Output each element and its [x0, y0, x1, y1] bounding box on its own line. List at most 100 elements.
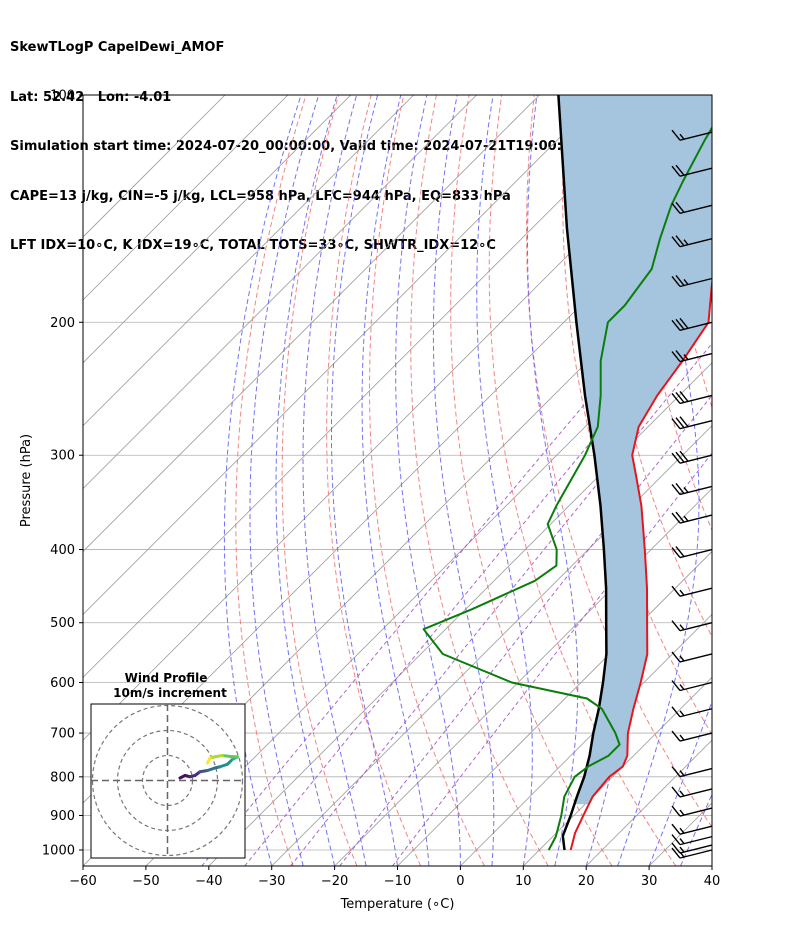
x-axis-label: Temperature (∘C) [340, 897, 455, 912]
convective-indices-1: CAPE=13 j/kg, CIN=-5 j/kg, LCL=958 hPa, … [10, 188, 511, 204]
moist-adiabat [527, 95, 579, 866]
y-tick-label: 400 [50, 543, 75, 558]
wind-barb [671, 651, 713, 663]
hodograph-content [91, 704, 245, 858]
wind-barb [671, 416, 713, 430]
moist-adiabat [432, 95, 495, 866]
wind-barb [671, 805, 713, 817]
isotherm [83, 95, 352, 364]
wind-barb [671, 823, 713, 835]
wind-barb [671, 834, 713, 846]
moist-adiabat [302, 95, 367, 866]
wind-barb [671, 620, 713, 632]
y-tick-label: 200 [50, 316, 75, 331]
x-tick-label: −20 [321, 874, 348, 889]
isotherm [775, 95, 794, 866]
isotherm [83, 95, 477, 490]
wind-barb [671, 391, 713, 405]
dry-adiabat [450, 95, 613, 866]
y-tick-label: 800 [50, 770, 75, 785]
y-tick-label: 500 [50, 616, 75, 631]
y-tick-label: 100 [50, 89, 75, 104]
hodograph-trace [206, 756, 212, 765]
mixing-ratio-line [392, 452, 712, 866]
moist-adiabat [223, 95, 302, 866]
location-coordinates: Lat: 52.42 Lon: -4.01 [10, 89, 172, 105]
moist-adiabat [617, 95, 700, 866]
wind-barb [671, 511, 713, 524]
x-tick-label: −60 [69, 874, 96, 889]
wind-barb [671, 706, 713, 718]
isotherm [83, 95, 226, 238]
wind-barb [671, 585, 713, 597]
chart-title: SkewTLogP CapelDewi_AMOF [10, 40, 225, 55]
y-axis-label: Pressure (hPa) [19, 434, 34, 527]
dry-adiabat [369, 95, 485, 866]
isotherm [334, 488, 712, 866]
hodograph-title: Wind Profile [125, 671, 208, 685]
dry-adiabat [730, 95, 794, 866]
moist-adiabat [476, 95, 533, 866]
chart-header: SkewTLogP CapelDewi_AMOF Lat: 52.42 Lon:… [10, 7, 603, 271]
convective-indices-2: LFT IDX=10∘C, K IDX=19∘C, TOTAL TOTS=33∘… [10, 238, 496, 253]
dewpoint-line [422, 125, 712, 851]
wind-barb [671, 235, 713, 248]
x-tick-label: −10 [384, 874, 411, 889]
isotherm [460, 613, 712, 866]
wind-barb [671, 129, 713, 141]
wind-barb [671, 350, 713, 363]
isotherm [83, 95, 414, 427]
wind-barb [671, 786, 713, 798]
mixing-ratio-line [201, 252, 712, 866]
wind-barb [671, 317, 713, 331]
isotherm [145, 299, 712, 866]
isotherm [271, 425, 712, 866]
cape-shading [558, 95, 712, 805]
hodograph-subtitle: 10m/s increment [113, 686, 227, 700]
y-tick-label: 600 [50, 676, 75, 691]
x-tick-label: 20 [578, 874, 595, 889]
dry-adiabat [488, 95, 677, 866]
isotherm [711, 865, 712, 866]
isotherm [83, 95, 289, 301]
x-tick-label: 30 [641, 874, 658, 889]
y-tick-label: 900 [50, 809, 75, 824]
x-tick-label: 40 [704, 874, 721, 889]
isotherm [83, 95, 540, 553]
x-tick-label: −40 [195, 874, 222, 889]
moist-adiabat [648, 699, 712, 866]
temperature-line [569, 275, 712, 851]
y-tick-label: 300 [50, 449, 75, 464]
wind-barb [671, 546, 713, 559]
moist-adiabat [331, 95, 398, 866]
dry-adiabat [326, 95, 422, 866]
isotherm [397, 550, 712, 866]
wind-barb [671, 275, 713, 288]
moist-adiabat [249, 95, 320, 866]
isotherm [83, 95, 603, 615]
wind-barb [671, 201, 713, 215]
dry-adiabat [235, 95, 307, 866]
mixing-ratio-line [290, 342, 712, 866]
wind-barb [671, 450, 713, 464]
y-tick-label: 700 [50, 727, 75, 742]
wind-barb [671, 766, 713, 778]
moist-adiabat [361, 95, 430, 866]
parcel-line [557, 95, 608, 851]
dry-adiabat [525, 95, 712, 828]
x-tick-label: −50 [132, 874, 159, 889]
mixing-ratio-line [244, 295, 712, 866]
wind-barb [671, 842, 713, 854]
moist-adiabat [680, 793, 712, 866]
isotherm [83, 95, 666, 678]
dry-adiabat [281, 95, 358, 866]
hodograph-trace [221, 754, 234, 759]
wind-barb [671, 680, 713, 692]
x-tick-label: 10 [515, 874, 532, 889]
wind-barb [671, 730, 713, 742]
moist-adiabat [395, 95, 461, 866]
x-tick-label: −30 [258, 874, 285, 889]
wind-barb [671, 483, 713, 496]
wind-barb [671, 164, 713, 177]
